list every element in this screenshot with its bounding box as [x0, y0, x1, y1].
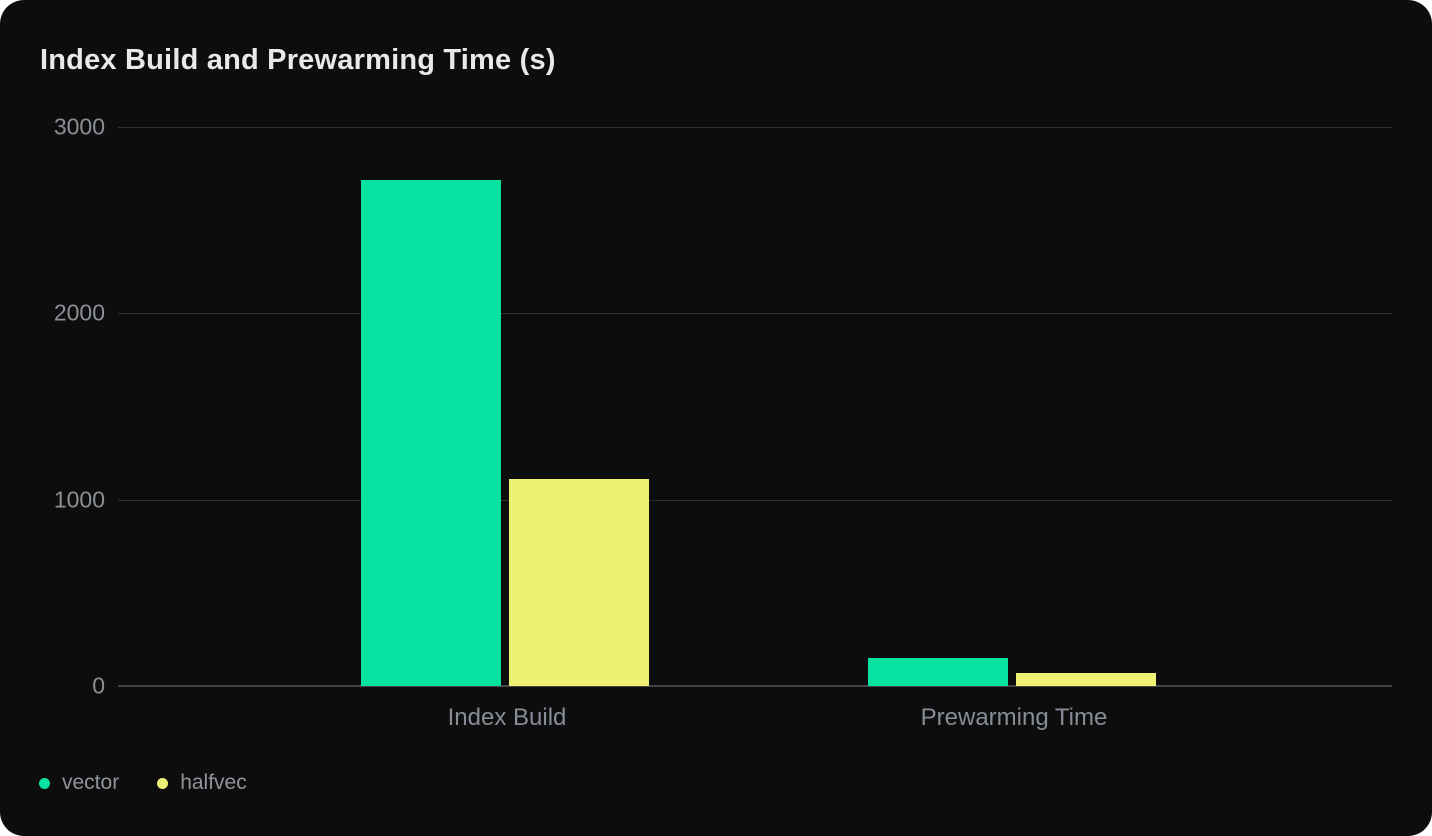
y-tick-label-2000: 2000	[53, 299, 105, 326]
gridline-3000	[118, 127, 1392, 128]
legend: vector halfvec	[39, 771, 247, 795]
gridline-0	[118, 685, 1392, 687]
bar-halfvec-index-build[interactable]	[509, 479, 649, 686]
y-tick-label-0: 0	[92, 672, 105, 699]
y-tick-label-3000: 3000	[53, 113, 105, 140]
bar-halfvec-prewarming-time[interactable]	[1016, 673, 1156, 686]
y-tick-label-1000: 1000	[53, 486, 105, 513]
gridline-2000	[118, 313, 1392, 315]
halfvec-series-dot-icon	[157, 777, 169, 789]
bar-vector-index-build[interactable]	[361, 180, 501, 686]
x-axis-label-index-build: Index Build	[447, 704, 567, 731]
chart-title: Index Build and Prewarming Time (s)	[40, 44, 556, 76]
gridline-1000	[118, 499, 1392, 501]
bar-vector-prewarming-time[interactable]	[868, 658, 1008, 686]
legend-label-halfvec: halfvec	[180, 771, 247, 794]
legend-item-halfvec[interactable]: halfvec	[157, 771, 247, 795]
vector-series-dot-icon	[39, 777, 50, 789]
legend-label-vector: vector	[62, 771, 120, 794]
legend-item-vector[interactable]: vector	[39, 771, 119, 795]
x-axis-label-prewarming-time: Prewarming Time	[920, 704, 1108, 731]
